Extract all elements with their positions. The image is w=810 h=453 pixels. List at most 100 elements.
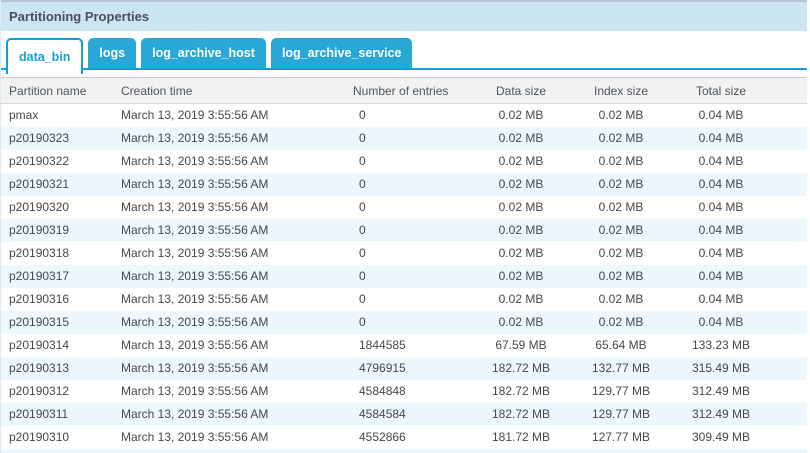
cell-data_size: 0.02 MB — [498, 131, 544, 145]
cell-index_size: 132.77 MB — [591, 361, 651, 375]
cell-total_size: 312.49 MB — [691, 407, 751, 421]
cell-creation: March 13, 2019 3:55:56 AM — [121, 430, 269, 444]
tab-bar: data_bin logs log_archive_host log_archi… — [1, 38, 807, 74]
cell-data_size: 0.02 MB — [498, 246, 544, 260]
cell-data_size: 0.02 MB — [498, 315, 544, 329]
cell-filler — [771, 380, 807, 403]
cell-total_size: 0.04 MB — [698, 223, 744, 237]
tab-log-archive-service[interactable]: log_archive_service — [270, 38, 413, 68]
cell-creation: March 13, 2019 3:55:56 AM — [121, 292, 269, 306]
cell-partition: p20190316 — [9, 292, 70, 306]
cell-entries: 4552866 — [359, 430, 406, 444]
cell-partition: p20190310 — [9, 430, 70, 444]
cell-entries: 0 — [359, 200, 366, 214]
cell-total_size: 0.04 MB — [698, 200, 744, 214]
cell-data_size: 0.02 MB — [498, 292, 544, 306]
cell-data_size: 0.02 MB — [498, 177, 544, 191]
cell-partition: p20190323 — [9, 131, 70, 145]
cell-data_size: 182.72 MB — [491, 384, 551, 398]
cell-filler — [771, 173, 807, 196]
cell-total_size: 0.04 MB — [698, 292, 744, 306]
col-header-creation-time: Creation time — [113, 77, 345, 104]
cell-filler — [771, 104, 807, 127]
cell-entries: 4796915 — [359, 361, 406, 375]
cell-partition: p20190321 — [9, 177, 70, 191]
cell-index_size: 127.77 MB — [591, 430, 651, 444]
cell-entries: 1844585 — [359, 338, 406, 352]
cell-index_size: 0.02 MB — [598, 131, 644, 145]
cell-filler — [771, 334, 807, 357]
table-row: p20190323 March 13, 2019 3:55:56 AM 0 0.02 … — [1, 126, 807, 150]
cell-creation: March 13, 2019 3:55:56 AM — [121, 131, 269, 145]
cell-index_size: 0.02 MB — [598, 292, 644, 306]
table-row: p20190317 March 13, 2019 3:55:56 AM 0 0.02 … — [1, 264, 807, 288]
cell-index_size: 0.02 MB — [598, 269, 644, 283]
cell-creation: March 13, 2019 3:55:56 AM — [121, 384, 269, 398]
col-header-number-of-entries: Number of entries — [345, 77, 471, 104]
cell-creation: March 13, 2019 3:55:56 AM — [121, 361, 269, 375]
cell-creation: March 13, 2019 3:55:56 AM — [121, 200, 269, 214]
cell-entries: 0 — [359, 223, 366, 237]
cell-filler — [771, 311, 807, 334]
table-row: p20190322 March 13, 2019 3:55:56 AM 0 0.02 … — [1, 150, 807, 173]
table-row: p20190321 March 13, 2019 3:55:56 AM 0 0.02 … — [1, 172, 807, 196]
table-row: p20190313 March 13, 2019 3:55:56 AM 479691… — [1, 356, 807, 380]
tab-log-archive-host[interactable]: log_archive_host — [141, 38, 266, 68]
col-header-data-size: Data size — [471, 77, 571, 104]
table-row: pmax March 13, 2019 3:55:56 AM 0 0.02 MB 0.0… — [1, 104, 807, 127]
tab-label: log_archive_service — [281, 46, 402, 60]
cell-index_size: 0.02 MB — [598, 223, 644, 237]
cell-data_size: 0.02 MB — [498, 154, 544, 168]
cell-total_size: 0.04 MB — [698, 177, 744, 191]
partitions-table: Partition name Creation time Number of e… — [1, 77, 807, 449]
cell-index_size: 0.02 MB — [598, 177, 644, 191]
cell-filler — [771, 265, 807, 288]
table-row: p20190318 March 13, 2019 3:55:56 AM 0 0.02 … — [1, 242, 807, 265]
cell-entries: 0 — [359, 246, 366, 260]
cell-index_size: 129.77 MB — [591, 407, 651, 421]
cell-data_size: 0.02 MB — [498, 108, 544, 123]
cell-filler — [771, 150, 807, 173]
cell-entries: 0 — [359, 315, 366, 329]
cell-filler — [771, 288, 807, 311]
tab-data-bin[interactable]: data_bin — [6, 38, 84, 74]
cell-total_size: 0.04 MB — [698, 108, 744, 123]
table-row: p20190312 March 13, 2019 3:55:56 AM 458484… — [1, 380, 807, 403]
table-row: p20190320 March 13, 2019 3:55:56 AM 0 0.02 … — [1, 196, 807, 219]
cell-partition: p20190318 — [9, 246, 70, 260]
cell-filler — [771, 242, 807, 265]
table-row: p20190314 March 13, 2019 3:55:56 AM 184458… — [1, 334, 807, 357]
cell-index_size: 65.64 MB — [595, 338, 647, 352]
table-header: Partition name Creation time Number of e… — [1, 77, 807, 104]
cell-index_size: 0.02 MB — [598, 108, 644, 123]
cell-creation: March 13, 2019 3:55:56 AM — [121, 177, 269, 191]
panel-title: Partitioning Properties — [9, 9, 150, 24]
cell-total_size: 0.04 MB — [698, 154, 744, 168]
cell-partition: p20190315 — [9, 315, 70, 329]
cell-entries: 0 — [359, 108, 366, 123]
cell-partition: pmax — [9, 108, 39, 123]
cell-partition: p20190313 — [9, 361, 70, 375]
table-row: p20190319 March 13, 2019 3:55:56 AM 0 0.02 … — [1, 218, 807, 242]
cell-index_size: 0.02 MB — [598, 154, 644, 168]
cell-total_size: 0.04 MB — [698, 269, 744, 283]
cell-total_size: 0.04 MB — [698, 246, 744, 260]
cell-filler — [771, 196, 807, 219]
cell-total_size: 133.23 MB — [691, 338, 751, 352]
cell-partition: p20190314 — [9, 338, 70, 352]
table-body: pmax March 13, 2019 3:55:56 AM 0 0.02 MB 0.0… — [1, 104, 807, 449]
cell-index_size: 0.02 MB — [598, 200, 644, 214]
cell-total_size: 315.49 MB — [691, 361, 751, 375]
cell-creation: March 13, 2019 3:55:56 AM — [121, 338, 269, 352]
cell-data_size: 181.72 MB — [491, 430, 551, 444]
cell-creation: March 13, 2019 3:55:56 AM — [121, 246, 269, 260]
tab-logs[interactable]: logs — [88, 38, 137, 68]
col-header-index-size: Index size — [571, 77, 671, 104]
cell-total_size: 309.49 MB — [691, 430, 751, 444]
cell-index_size: 0.02 MB — [598, 315, 644, 329]
cell-entries: 0 — [359, 131, 366, 145]
cell-index_size: 0.02 MB — [598, 246, 644, 260]
table-row: p20190316 March 13, 2019 3:55:56 AM 0 0.02 … — [1, 288, 807, 311]
cell-total_size: 0.04 MB — [698, 315, 744, 329]
